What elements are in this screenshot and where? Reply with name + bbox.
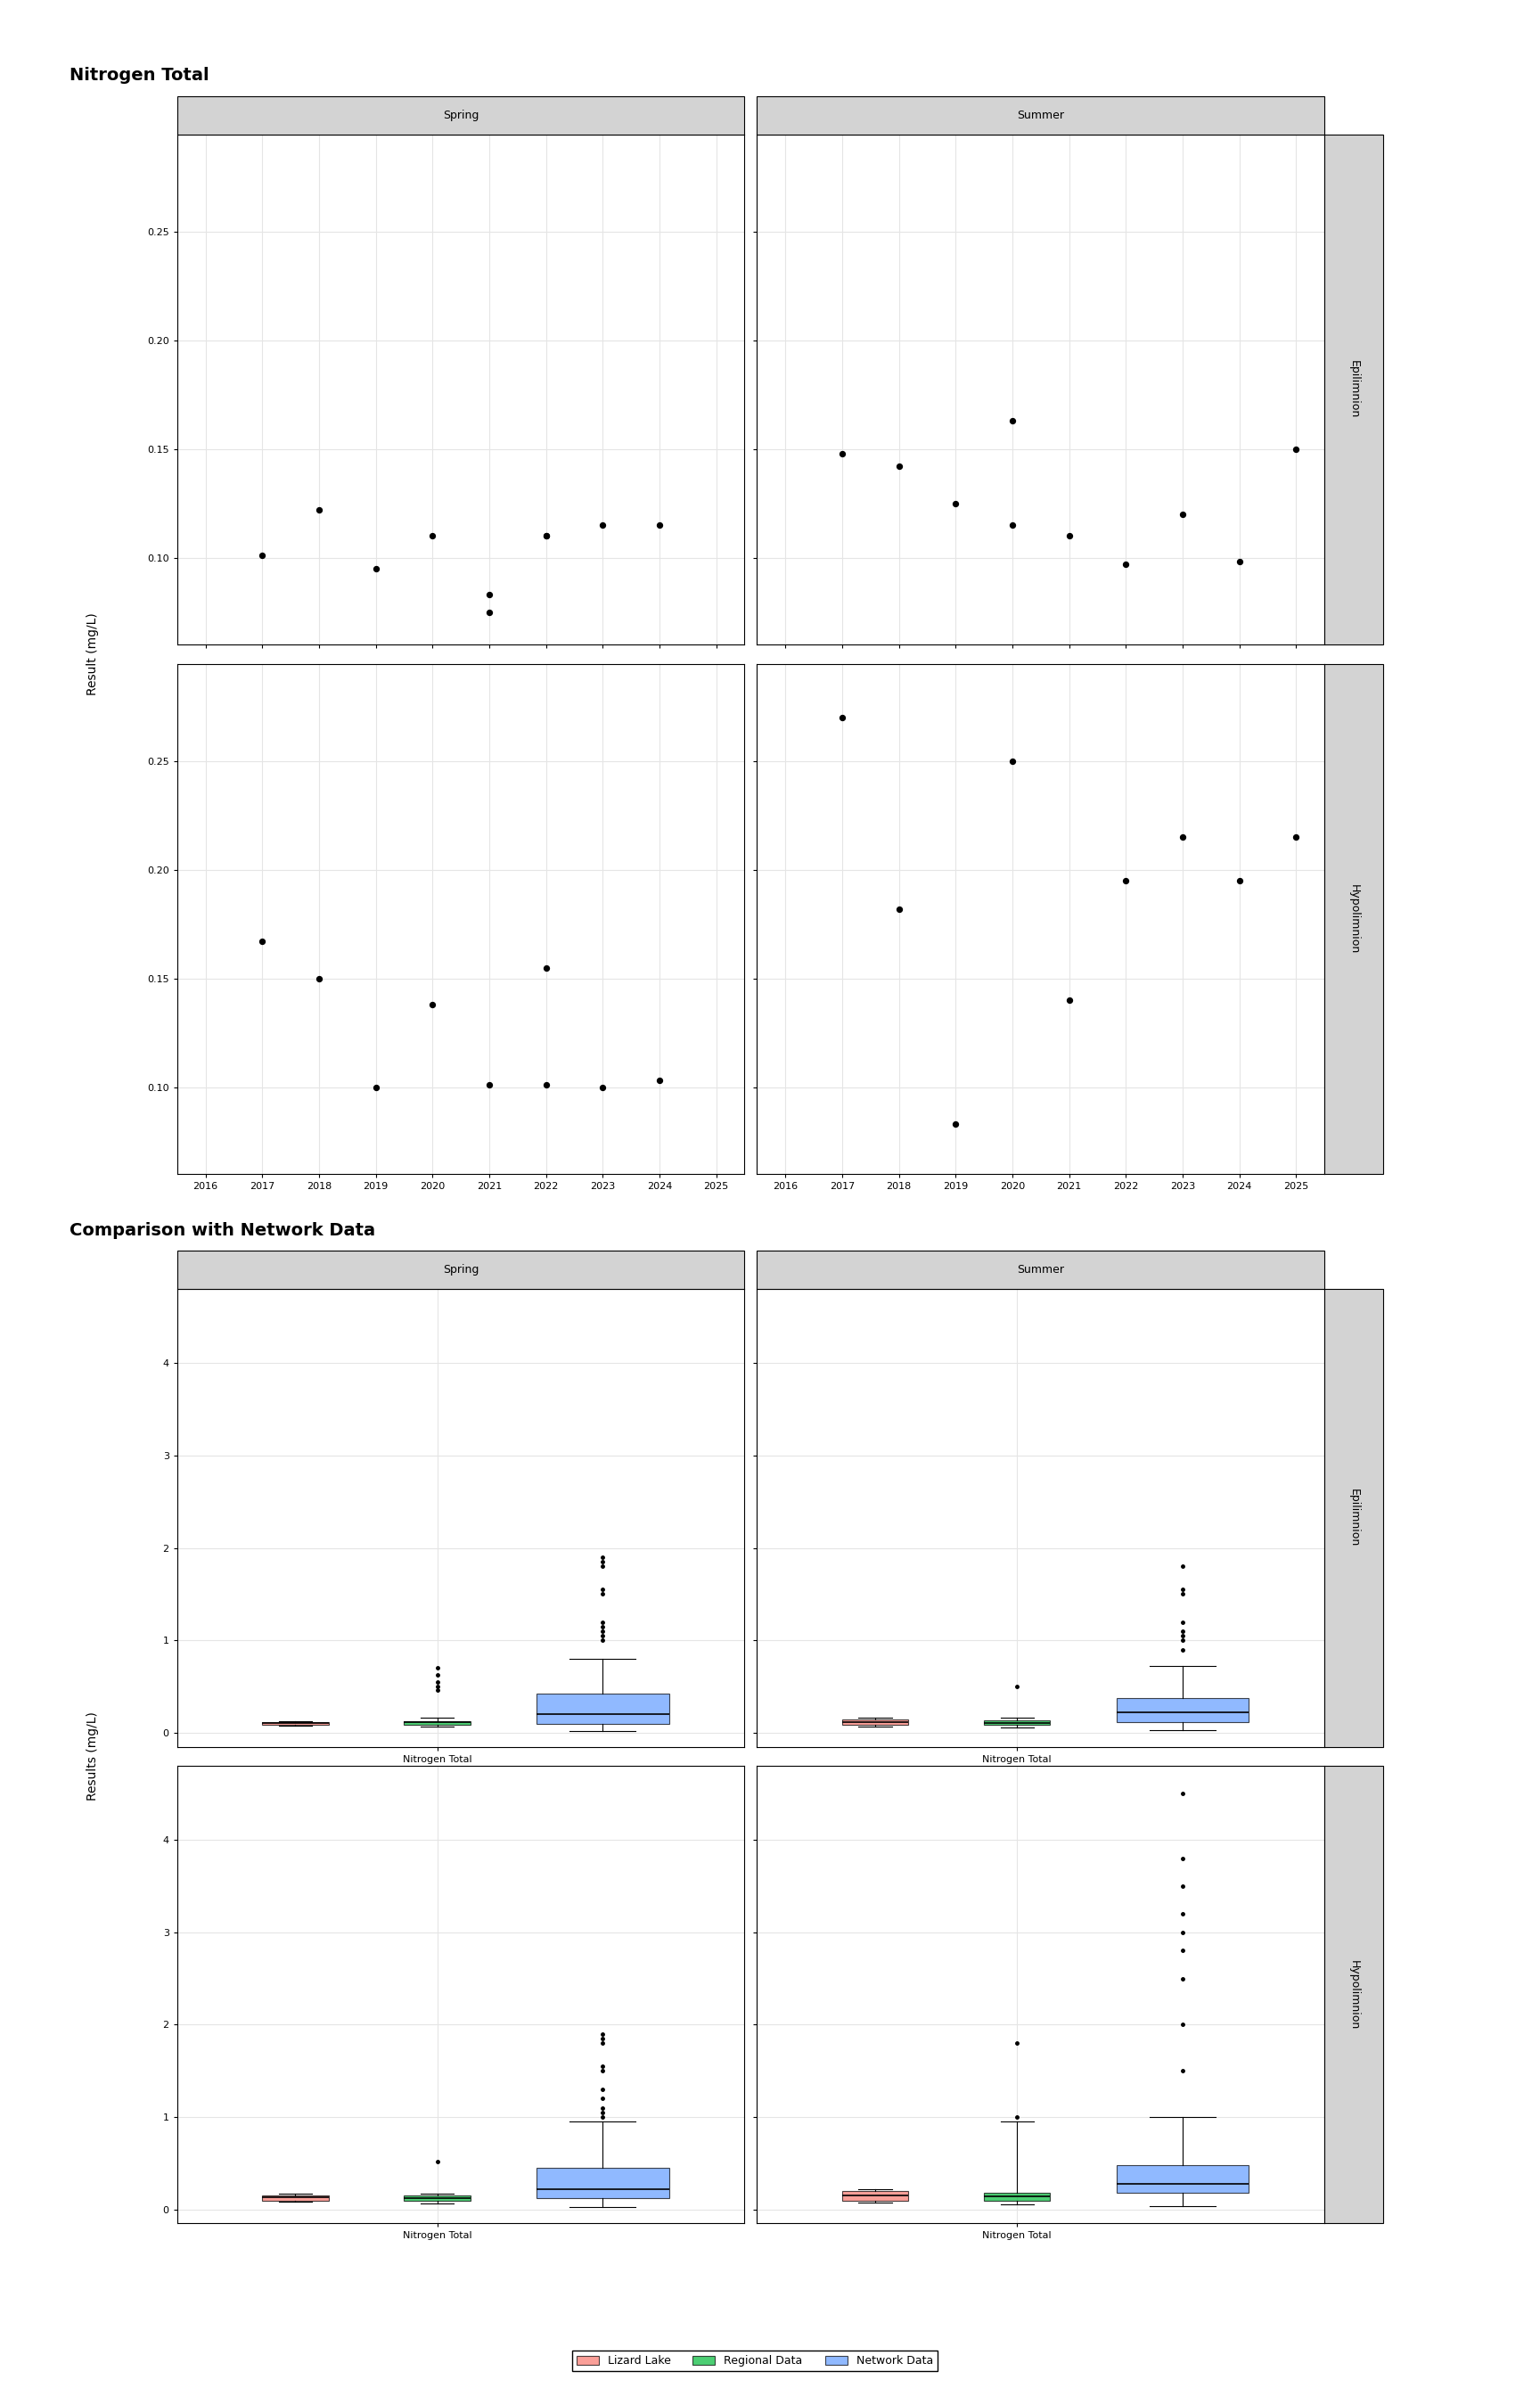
Point (534, 518, 559, 556)
Point (887, 889, 912, 927)
Text: Summer: Summer (1016, 1265, 1064, 1275)
Point (999, 403, 1024, 441)
Point (477, 1066, 502, 1105)
PathPatch shape (403, 2195, 470, 2200)
Point (999, 506, 1024, 544)
PathPatch shape (984, 2192, 1050, 2200)
Text: Summer: Summer (1016, 110, 1064, 120)
PathPatch shape (262, 2195, 328, 2200)
Text: Nitrogen Total: Nitrogen Total (69, 67, 209, 84)
Point (534, 518, 559, 556)
PathPatch shape (403, 1720, 470, 1725)
Point (1113, 863, 1138, 901)
Point (1056, 980, 1081, 1018)
Point (887, 448, 912, 486)
Text: Comparison with Network Data: Comparison with Network Data (69, 1222, 376, 1239)
Legend: Lizard Lake, Regional Data, Network Data: Lizard Lake, Regional Data, Network Data (571, 2350, 938, 2372)
Point (420, 985, 445, 1023)
Point (1170, 496, 1195, 534)
Point (477, 575, 502, 613)
Text: Hypolimnion: Hypolimnion (1348, 884, 1360, 954)
Text: Hypolimnion: Hypolimnion (1348, 1960, 1360, 2029)
Point (534, 1066, 559, 1105)
Point (420, 518, 445, 556)
Point (306, 958, 331, 997)
PathPatch shape (842, 1720, 909, 1725)
Point (1056, 518, 1081, 556)
Text: Results (mg/L): Results (mg/L) (86, 1711, 99, 1802)
Point (249, 922, 274, 961)
Point (942, 484, 967, 522)
Point (647, 1061, 671, 1100)
Point (590, 506, 614, 544)
Point (647, 506, 671, 544)
PathPatch shape (984, 1720, 1050, 1725)
Point (1227, 544, 1252, 582)
Text: Epilimnion: Epilimnion (1348, 359, 1360, 419)
Point (249, 537, 274, 575)
PathPatch shape (536, 1694, 668, 1723)
Point (363, 1069, 388, 1107)
Point (1284, 429, 1309, 467)
PathPatch shape (536, 2168, 668, 2200)
Point (1113, 544, 1138, 582)
Point (534, 949, 559, 987)
Point (477, 592, 502, 630)
Point (830, 434, 855, 472)
PathPatch shape (1116, 2166, 1249, 2192)
Point (1227, 863, 1252, 901)
Point (1170, 819, 1195, 858)
PathPatch shape (1116, 1699, 1249, 1723)
Point (590, 1069, 614, 1107)
Text: Spring: Spring (444, 110, 479, 120)
Text: Epilimnion: Epilimnion (1348, 1488, 1360, 1548)
Point (999, 743, 1024, 781)
Text: Result (mg/L): Result (mg/L) (86, 613, 99, 695)
Point (830, 700, 855, 738)
PathPatch shape (842, 2190, 909, 2200)
Point (942, 1105, 967, 1143)
Point (363, 549, 388, 587)
Point (1284, 819, 1309, 858)
Text: Spring: Spring (444, 1265, 479, 1275)
Point (306, 491, 331, 530)
